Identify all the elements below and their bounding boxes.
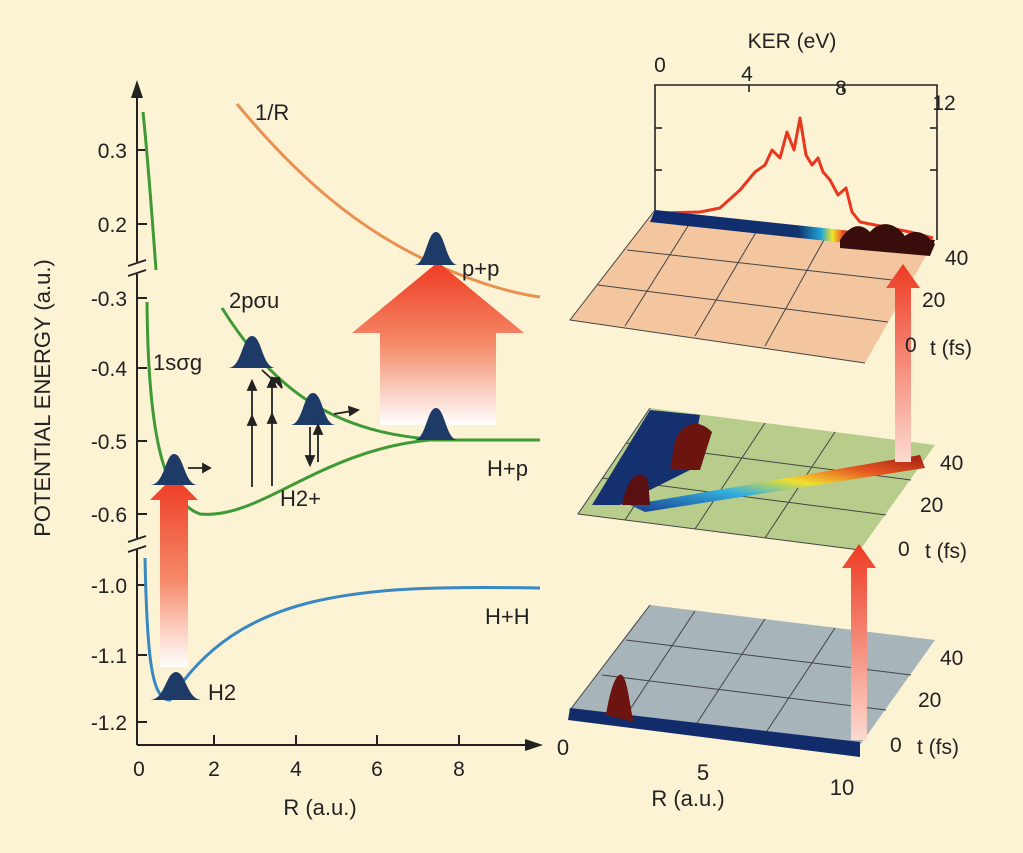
y-tick-label: -1.2	[91, 712, 127, 735]
t-tick-label: 40	[940, 647, 963, 670]
t-tick-label: 0	[890, 734, 902, 757]
y-tick-label: -1.1	[91, 645, 127, 668]
ker-tick-label: 12	[932, 92, 955, 115]
t-axis-title: t (fs)	[917, 736, 959, 759]
x-axis-arrowhead	[525, 739, 543, 751]
plane-top-peaks	[840, 224, 935, 256]
x-tick-label: 2	[208, 758, 220, 781]
x-tick-label: 8	[453, 758, 465, 781]
x-axis-title: R (a.u.)	[283, 795, 356, 820]
y-tick-label: 0.3	[98, 140, 127, 163]
wavepacket-2p-sigma-u-upper	[228, 336, 276, 368]
ker-axis-title: KER (eV)	[748, 30, 837, 53]
plane-middle	[577, 407, 935, 551]
t-tick-label: 20	[918, 689, 941, 712]
ionization-arrow	[150, 476, 198, 667]
coulomb-curve	[235, 103, 541, 299]
r-axis-labels: 0 5 10 R (a.u.)	[557, 735, 854, 811]
ker-spectrum-curve	[659, 116, 934, 240]
t-tick-label: 40	[945, 247, 968, 270]
t-tick-label: 20	[922, 289, 945, 312]
wavepacket-evolution-plots: KER (eV) 0 4 8 12	[557, 30, 972, 811]
upper-green-curve	[141, 111, 158, 271]
y-tick-labels: 0.3 0.2 -0.3 -0.4 -0.5 -0.6 -1.0 -1.1 -1…	[91, 140, 128, 735]
ker-spectrum: KER (eV) 0 4 8 12	[654, 30, 956, 240]
t-tick-label: 0	[905, 334, 917, 357]
t-tick-label: 20	[920, 494, 943, 517]
wavepackets	[150, 232, 458, 700]
wavepacket-h-plus-p	[414, 408, 458, 440]
x-tick-label: 6	[371, 758, 383, 781]
plane-middle-peaks	[670, 423, 712, 470]
time-axis-labels: 40 20 0 t (fs) 40 20 0 t (fs) 40 20 0 t …	[890, 247, 972, 759]
plane-bottom-strip	[568, 708, 860, 757]
t-axis-title: t (fs)	[925, 540, 967, 563]
coulomb-explosion-arrow	[352, 262, 524, 425]
plane-middle-peak-small	[622, 474, 650, 505]
wavepacket-2p-sigma-u-lower	[290, 393, 336, 425]
t-axis-title: t (fs)	[930, 337, 972, 360]
r-tick-label: 0	[557, 735, 569, 760]
label-1s-sigma-g: 1sσg	[153, 350, 202, 375]
ker-tick-label: 0	[654, 54, 666, 77]
x-tick-label: 0	[133, 758, 145, 781]
label-h2-plus: H2+	[280, 486, 321, 511]
axis-break-lower	[127, 535, 147, 553]
y-tick-label: -0.5	[91, 431, 127, 454]
label-h-plus-h: H+H	[485, 604, 530, 629]
x-tick-labels: 0 2 4 6 8	[133, 758, 465, 781]
label-2p-sigma-u: 2pσu	[229, 288, 279, 313]
bonding-curve-1s-sigma-g	[145, 301, 540, 516]
label-h2: H2	[208, 680, 236, 705]
t-tick-label: 40	[940, 452, 963, 475]
arrow-middle-to-top	[886, 264, 920, 462]
axis-break-upper	[127, 259, 147, 277]
r-axis-title: R (a.u.)	[651, 786, 724, 811]
t-tick-label: 0	[898, 538, 910, 561]
y-tick-marks	[137, 149, 147, 723]
ker-tick-label: 4	[741, 63, 753, 86]
x-tick-label: 4	[290, 758, 302, 781]
ker-frame	[654, 84, 938, 240]
arrow-bottom-to-middle	[842, 544, 876, 740]
y-axis-title: POTENTIAL ENERGY (a.u.)	[30, 259, 55, 537]
plane-top	[569, 209, 935, 364]
plane-bottom-surface	[570, 605, 935, 745]
y-tick-label: 0.2	[98, 214, 127, 237]
y-tick-label: -0.3	[91, 288, 127, 311]
y-tick-label: -1.0	[91, 575, 127, 598]
ground-state-curve-h2	[143, 557, 541, 702]
plane-bottom	[568, 604, 935, 757]
plane-middle-streak	[630, 455, 925, 512]
x-tick-marks	[213, 735, 460, 745]
potential-energy-plot: 0.3 0.2 -0.3 -0.4 -0.5 -0.6 -1.0 -1.1 -1…	[30, 80, 543, 820]
label-h-plus-p: H+p	[487, 456, 528, 481]
label-coulomb: 1/R	[255, 100, 289, 125]
y-axis-arrowhead	[131, 80, 143, 98]
label-p-plus-p: p+p	[462, 256, 499, 281]
plane-middle-dark-region	[592, 410, 700, 505]
wavepacket-1s-sigma-g	[150, 454, 198, 485]
wavepacket-p-plus-p	[414, 232, 458, 265]
ker-tick-label: 8	[835, 77, 847, 100]
plane-bottom-peak	[606, 674, 634, 722]
r-tick-label: 10	[830, 775, 854, 800]
transition-arrows	[188, 369, 361, 487]
wavepacket-h2	[150, 672, 202, 700]
y-tick-label: -0.4	[91, 358, 128, 381]
y-tick-label: -0.6	[91, 504, 127, 527]
r-tick-label: 5	[697, 760, 709, 785]
